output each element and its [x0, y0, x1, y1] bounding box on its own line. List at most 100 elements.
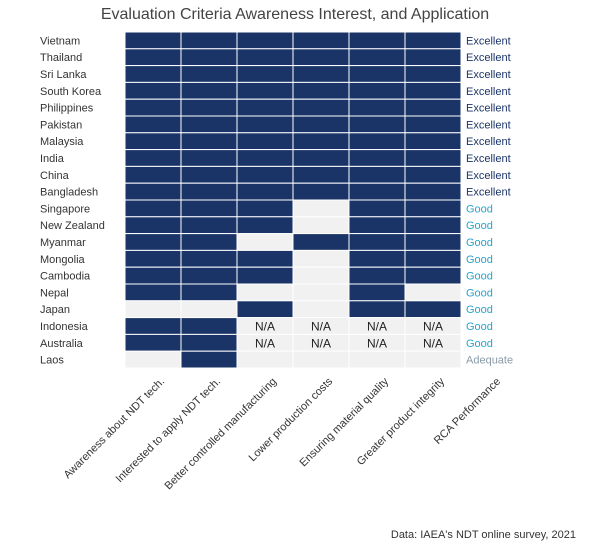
cell-cambodia-4 [292, 266, 350, 285]
row-label-mongolia: Mongolia [40, 254, 86, 266]
rca-label-pakistan: Excellent [466, 119, 511, 131]
chart-title: Evaluation Criteria Awareness Interest, … [100, 6, 490, 23]
rca-label-vietnam: Excellent [466, 35, 511, 47]
cell-mongolia-5 [348, 249, 406, 268]
cell-singapore-2 [180, 199, 238, 218]
cell-vietnam-6 [404, 31, 462, 50]
cell-pakistan-5 [348, 115, 406, 134]
rca-label-singapore: Good [466, 203, 493, 215]
rca-label-bangladesh: Excellent [466, 187, 511, 199]
row-label-vietnam: Vietnam [40, 35, 80, 47]
cell-bangladesh-5 [348, 182, 406, 201]
cell-philippines-5 [348, 98, 406, 117]
cell-japan-4 [292, 300, 350, 319]
cell-india-2 [180, 149, 238, 167]
cell-pakistan-3 [236, 115, 294, 134]
rca-label-philippines: Excellent [466, 103, 511, 115]
cell-japan-5 [348, 300, 406, 319]
cell-philippines-6 [404, 98, 462, 117]
row-label-bangladesh: Bangladesh [40, 187, 98, 199]
na-label: N/A [423, 320, 443, 334]
cell-nepal-4 [292, 283, 350, 302]
na-label: N/A [423, 336, 443, 350]
cell-india-4 [292, 149, 350, 167]
rca-label-new-zealand: Good [466, 220, 493, 232]
row-label-thailand: Thailand [40, 52, 82, 64]
row-label-nepal: Nepal [40, 287, 69, 299]
cell-philippines-4 [292, 98, 350, 117]
cell-japan-2 [180, 300, 238, 319]
cell-mongolia-6 [404, 249, 462, 268]
cell-indonesia-2 [180, 317, 238, 335]
cell-japan-3 [236, 300, 294, 319]
cell-new-zealand-4 [292, 216, 350, 235]
cell-south-korea-2 [180, 81, 238, 100]
source-note: Data: IAEA's NDT online survey, 2021 [390, 529, 576, 541]
na-label: N/A [367, 336, 387, 350]
cell-bangladesh-4 [292, 182, 350, 201]
cell-new-zealand-5 [348, 216, 406, 235]
cell-japan-6 [404, 300, 462, 319]
cell-new-zealand-3 [236, 216, 294, 235]
row-label-australia: Australia [40, 338, 84, 350]
rca-label-malaysia: Excellent [466, 136, 511, 148]
cell-bangladesh-1 [124, 182, 182, 201]
cell-china-5 [348, 165, 406, 184]
cell-pakistan-6 [404, 115, 462, 134]
cell-malaysia-3 [236, 132, 294, 151]
cell-nepal-2 [180, 283, 238, 302]
cell-sri-lanka-3 [236, 65, 294, 83]
cell-sri-lanka-2 [180, 65, 238, 83]
rca-label-japan: Good [466, 304, 493, 316]
na-label: N/A [255, 336, 275, 350]
cell-south-korea-1 [124, 81, 182, 100]
cell-india-1 [124, 149, 182, 167]
cell-laos-1 [124, 350, 182, 369]
cell-mongolia-1 [124, 249, 182, 268]
row-label-cambodia: Cambodia [40, 271, 91, 283]
column-label-interested-to-apply-ndt-tech: Interested to apply NDT tech. [114, 376, 224, 486]
rca-label-australia: Good [466, 338, 493, 350]
row-label-laos: Laos [40, 355, 64, 367]
na-label: N/A [367, 320, 387, 334]
cell-india-5 [348, 149, 406, 167]
cell-philippines-1 [124, 98, 182, 117]
cell-malaysia-5 [348, 132, 406, 151]
cell-sri-lanka-4 [292, 65, 350, 83]
cell-singapore-4 [292, 199, 350, 218]
cell-indonesia-1 [124, 317, 182, 335]
row-label-myanmar: Myanmar [40, 237, 86, 249]
cell-pakistan-2 [180, 115, 238, 134]
cell-singapore-5 [348, 199, 406, 218]
cell-bangladesh-6 [404, 182, 462, 201]
cell-vietnam-2 [180, 31, 238, 50]
cell-south-korea-5 [348, 81, 406, 100]
cell-bangladesh-3 [236, 182, 294, 201]
rca-label-china: Excellent [466, 170, 511, 182]
cell-nepal-1 [124, 283, 182, 302]
rca-label-cambodia: Good [466, 271, 493, 283]
row-label-india: India [40, 153, 65, 165]
cell-china-4 [292, 165, 350, 184]
cell-myanmar-4 [292, 233, 350, 251]
cell-south-korea-3 [236, 81, 294, 100]
cell-myanmar-3 [236, 233, 294, 251]
cell-myanmar-6 [404, 233, 462, 251]
rca-label-nepal: Good [466, 287, 493, 299]
rca-label-indonesia: Good [466, 321, 493, 333]
cell-malaysia-2 [180, 132, 238, 151]
cell-bangladesh-2 [180, 182, 238, 201]
row-label-china: China [40, 170, 70, 182]
cell-thailand-6 [404, 48, 462, 67]
row-label-japan: Japan [40, 304, 70, 316]
cell-myanmar-2 [180, 233, 238, 251]
cell-thailand-5 [348, 48, 406, 67]
cell-sri-lanka-1 [124, 65, 182, 83]
cell-thailand-2 [180, 48, 238, 67]
cell-thailand-3 [236, 48, 294, 67]
cell-philippines-2 [180, 98, 238, 117]
cell-sri-lanka-5 [348, 65, 406, 83]
rca-label-myanmar: Good [466, 237, 493, 249]
cell-philippines-3 [236, 98, 294, 117]
